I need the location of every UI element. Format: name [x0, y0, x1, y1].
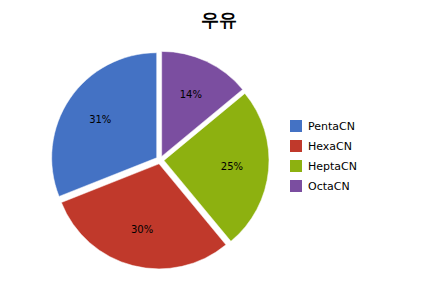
legend-label: HexaCN [308, 140, 352, 153]
chart: 우유 31% 30% 25% 14% PentaCN HexaCN HeptaCN OctaCN [0, 0, 437, 286]
pie: 31% 30% 25% 14% [52, 51, 269, 268]
title: 우유 [201, 9, 237, 30]
legend-label: OctaCN [308, 180, 350, 193]
data-label: 30% [131, 224, 153, 235]
legend-swatch [290, 140, 302, 152]
legend-swatch [290, 180, 302, 192]
legend-swatch [290, 120, 302, 132]
legend-label: PentaCN [308, 120, 355, 133]
legend-item: OctaCN [290, 180, 350, 193]
legend-item: PentaCN [290, 120, 355, 133]
pie-slice [162, 51, 243, 156]
data-label: 31% [89, 114, 111, 125]
legend-label: HeptaCN [308, 160, 357, 173]
legend: PentaCN HexaCN HeptaCN OctaCN [290, 120, 357, 193]
legend-swatch [290, 160, 302, 172]
legend-item: HexaCN [290, 140, 352, 153]
data-label: 25% [221, 161, 243, 172]
data-label: 14% [180, 89, 202, 100]
legend-item: HeptaCN [290, 160, 357, 173]
